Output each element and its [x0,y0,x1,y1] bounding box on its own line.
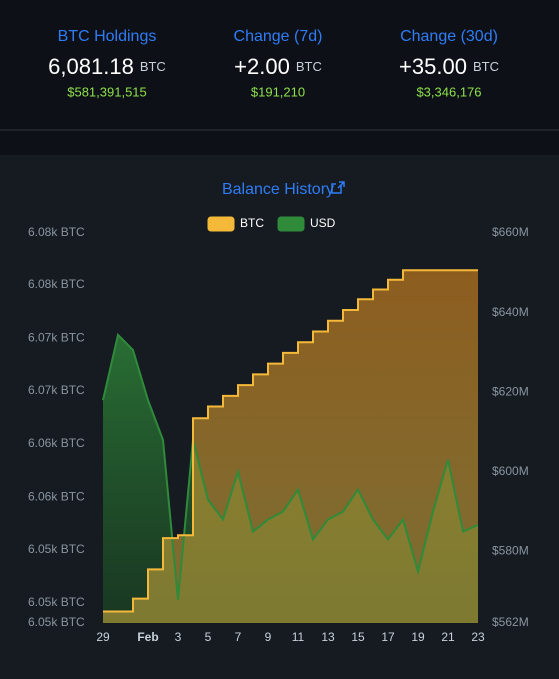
y-tick-label: 6.07k BTC [28,330,85,344]
y2-tick-label: $600M [492,464,529,478]
stat-value: +35.00 BTC [399,54,499,79]
stat-usd: $3,346,176 [416,84,481,99]
stat-unit: BTC [473,59,499,74]
legend-swatch [277,216,305,232]
y-tick-label: 6.05k BTC [28,542,85,556]
legend-label: BTC [240,216,264,230]
x-tick-label: 7 [235,630,242,644]
x-tick-label: 15 [351,630,365,644]
y-tick-label: 6.05k BTC [28,615,85,629]
stat-unit: BTC [296,59,322,74]
x-tick-label: 9 [265,630,272,644]
stat-number: +2.00 [234,54,290,79]
chart-title[interactable]: Balance History [222,181,334,198]
y-tick-label: 6.08k BTC [28,225,85,239]
stat-number: +35.00 [399,54,467,79]
external-link-icon[interactable] [331,181,345,194]
x-tick-label: 21 [441,630,455,644]
y2-tick-label: $640M [492,305,529,319]
stat-usd: $581,391,515 [67,84,147,99]
x-tick-label: 5 [205,630,212,644]
x-tick-label: 3 [175,630,182,644]
y2-tick-label: $620M [492,384,529,398]
stats-panel [0,0,559,130]
x-tick-label: 29 [96,630,110,644]
y2-tick-label: $660M [492,225,529,239]
stat-unit: BTC [140,59,166,74]
y-tick-label: 6.08k BTC [28,277,85,291]
y2-tick-label: $562M [492,615,529,629]
x-tick-label: 17 [381,630,395,644]
x-tick-label: 23 [471,630,485,644]
y-tick-label: 6.06k BTC [28,489,85,503]
line [102,332,479,601]
stat-label: Change (30d) [400,28,498,45]
x-tick-label: 19 [411,630,425,644]
legend-label: USD [310,216,336,230]
y-tick-label: 6.05k BTC [28,595,85,609]
x-tick-label: 11 [292,630,305,644]
stat-label: BTC Holdings [58,28,157,45]
stat-usd: $191,210 [251,84,305,99]
y2-tick-label: $580M [492,544,529,558]
legend-swatch [207,216,235,232]
x-tick-label: Feb [137,630,158,644]
stat-value: 6,081.18 BTC [48,54,166,79]
stat-number: 6,081.18 [48,54,134,79]
x-tick-label: 13 [321,630,335,644]
y-tick-label: 6.07k BTC [28,383,85,397]
y-tick-label: 6.06k BTC [28,436,85,450]
stat-label: Change (7d) [234,28,323,45]
line [103,269,478,613]
stat-value: +2.00 BTC [234,54,322,79]
